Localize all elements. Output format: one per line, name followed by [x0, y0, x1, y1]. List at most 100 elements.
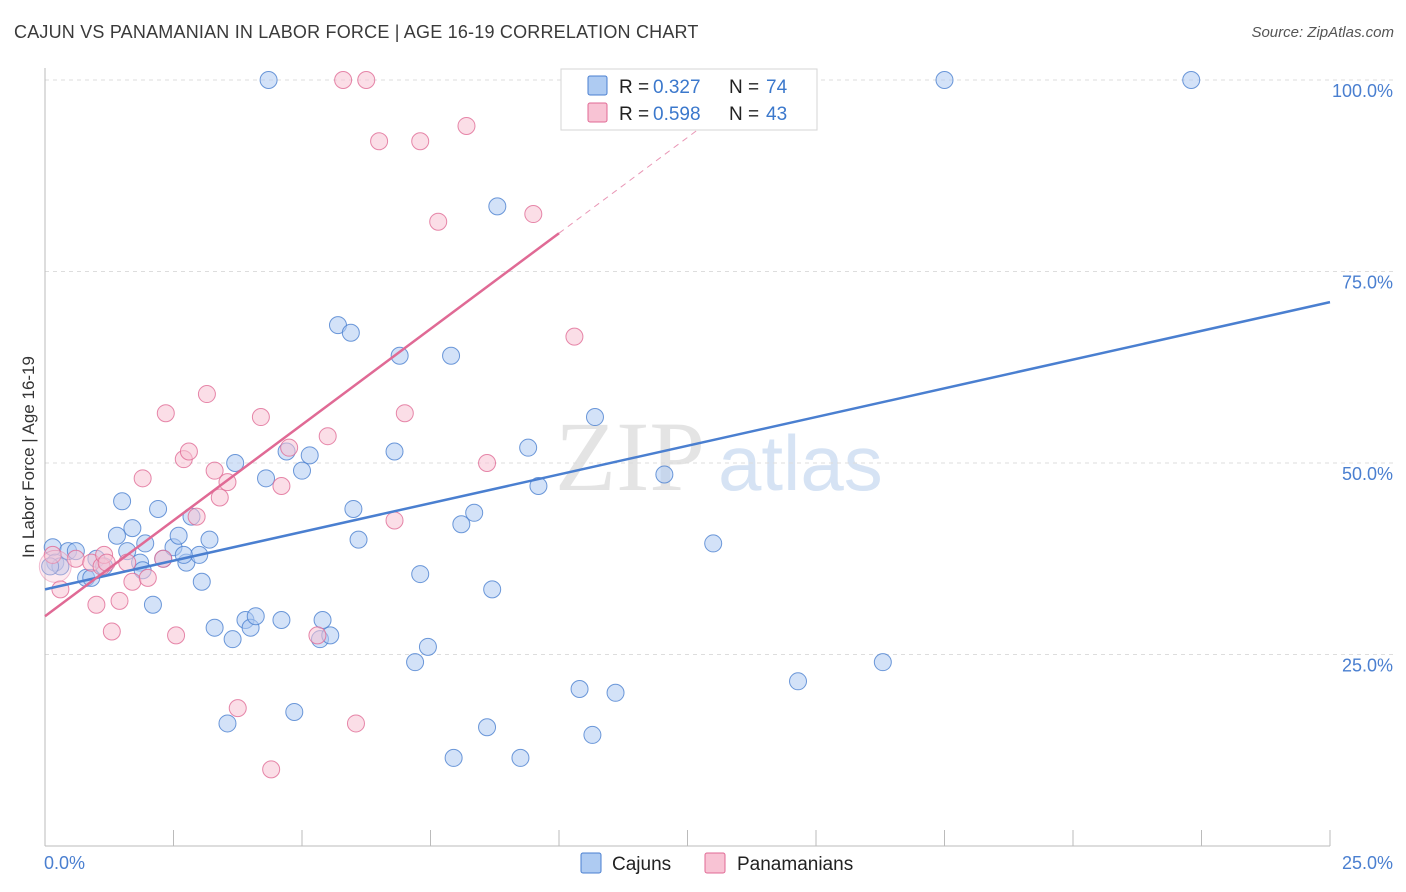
cajuns-point-55	[478, 718, 497, 737]
cajuns-point-46	[385, 442, 404, 461]
cajuns-point-15	[143, 595, 162, 614]
panamanians-point-20	[205, 461, 224, 480]
bottom-legend-label-cajuns: Cajuns	[612, 854, 671, 875]
cajuns-point-70	[1182, 71, 1201, 89]
bottom-legend-swatch-panamanians	[704, 852, 726, 874]
panamanians-cluster-marker	[38, 549, 72, 583]
panamanians-point-28	[308, 626, 327, 645]
panamanians-point-32	[357, 71, 376, 89]
cajuns-point-54	[465, 503, 484, 522]
cajuns-point-58	[511, 748, 530, 767]
y-tick-label-50: 50.0%	[1342, 464, 1393, 484]
x-axis-ticks	[44, 830, 1331, 846]
panamanians-point-37	[429, 212, 448, 231]
legend-n-value-cajuns: 74	[766, 77, 788, 98]
panamanians-point-11	[133, 469, 152, 488]
cajuns-point-50	[418, 637, 437, 656]
cajuns-point-27	[223, 630, 242, 649]
cajuns-point-52	[444, 748, 463, 767]
panamanians-point-40	[524, 205, 543, 224]
panamanians-point-17	[179, 442, 198, 461]
cajuns-point-57	[488, 197, 507, 216]
cajuns-point-40	[313, 611, 332, 630]
cajuns-point-37	[293, 461, 311, 480]
cajuns-point-36	[285, 702, 304, 721]
panamanians-point-30	[334, 71, 353, 89]
cajuns-point-31	[246, 607, 265, 626]
cajuns-point-23	[192, 572, 211, 591]
legend-n-value-panamanians: 43	[766, 104, 787, 125]
cajuns-point-48	[406, 653, 425, 672]
cajuns-point-44	[344, 499, 363, 518]
panamanians-point-36	[411, 132, 430, 151]
legend-r-label-cajuns: R =	[619, 77, 649, 98]
source-label: Source: ZipAtlas.com	[1251, 24, 1394, 41]
legend-r-label-panamanians: R =	[619, 104, 649, 125]
trend-line-cajuns	[44, 300, 1331, 591]
y-tick-label-100: 100.0%	[1332, 81, 1393, 101]
cajuns-point-9	[107, 526, 126, 545]
cajuns-point-28	[226, 454, 245, 472]
cajuns-point-12	[123, 519, 142, 538]
cajuns-point-64	[606, 683, 625, 702]
legend-n-label-panamanians: N =	[729, 104, 759, 125]
trend-lines	[44, 121, 1331, 618]
cajuns-point-25	[205, 618, 224, 637]
cajuns-point-63	[585, 408, 604, 427]
cajuns-point-10	[113, 492, 132, 511]
cajuns-point-49	[411, 565, 430, 584]
cajuns-point-32	[257, 469, 276, 488]
panamanians-point-15	[167, 626, 186, 645]
cajuns-point-45	[349, 530, 368, 549]
x-tick-label-max: 25.0%	[1342, 853, 1393, 873]
panamanians-point-34	[385, 511, 404, 530]
chart-title: CAJUN VS PANAMANIAN IN LABOR FORCE | AGE…	[14, 22, 699, 42]
cajuns-point-16	[149, 499, 168, 518]
panamanians-point-31	[346, 714, 365, 733]
series-legend: Cajuns Panamanians	[580, 852, 853, 875]
x-tick-label-min: 0.0%	[44, 853, 85, 873]
y-tick-label-25: 25.0%	[1342, 656, 1393, 676]
panamanians-point-25	[262, 760, 281, 779]
panamanians-point-19	[197, 385, 216, 404]
panamanians-point-14	[156, 404, 175, 423]
cajuns-point-19	[169, 526, 188, 545]
panamanians-point-29	[318, 427, 337, 446]
bottom-legend-label-panamanians: Panamanians	[737, 854, 853, 875]
panamanians-point-21	[210, 488, 229, 507]
cajuns-point-56	[483, 580, 502, 599]
legend-r-value-cajuns: 0.327	[653, 77, 701, 98]
bottom-legend-swatch-cajuns	[580, 852, 602, 874]
y-tick-labels: 25.0% 50.0% 75.0% 100.0%	[1332, 81, 1393, 676]
cajuns-point-38	[300, 446, 319, 465]
cajuns-point-34	[272, 611, 291, 630]
panamanians-point-39	[478, 454, 497, 472]
trend-line-panamanians	[44, 232, 560, 618]
stats-legend: R = 0.327 N = 74 R = 0.598 N = 43	[560, 68, 818, 131]
cajuns-point-47	[390, 346, 409, 365]
cajuns-point-60	[529, 476, 548, 495]
cajuns-point-33	[259, 71, 278, 89]
panamanians-point-0	[43, 545, 62, 564]
cajuns-point-62	[583, 725, 602, 744]
cajuns-point-59	[519, 438, 538, 457]
y-tick-label-75: 75.0%	[1342, 273, 1393, 293]
panamanians-point-38	[457, 116, 476, 135]
panamanians-point-41	[565, 327, 584, 346]
panamanians-point-27	[280, 438, 299, 457]
cajuns-point-69	[935, 71, 954, 89]
cajuns-point-61	[570, 679, 589, 698]
panamanians-point-23	[228, 699, 247, 718]
watermark-zip: ZIP	[555, 401, 705, 512]
panamanians-point-8	[110, 591, 129, 610]
legend-swatch-cajuns	[587, 75, 608, 96]
cajuns-point-68	[873, 653, 892, 672]
panamanians-point-12	[138, 568, 157, 587]
panamanians-point-33	[370, 132, 389, 151]
legend-swatch-panamanians	[587, 102, 608, 123]
gridlines	[45, 79, 1393, 655]
cajuns-point-26	[218, 714, 237, 733]
y-axis-title: In Labor Force | Age 16-19	[19, 356, 38, 558]
cajuns-point-67	[789, 672, 808, 691]
